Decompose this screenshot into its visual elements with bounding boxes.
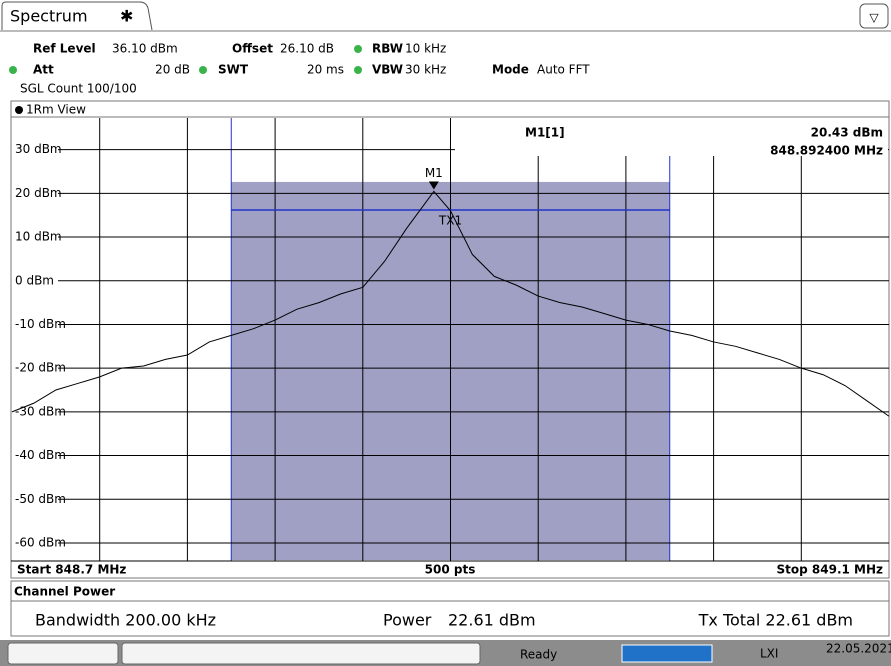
y-tick-label: -10 dBm bbox=[15, 317, 66, 331]
status-dot bbox=[354, 66, 362, 74]
marker-readout-freq: 848.892400 MHz bbox=[770, 144, 883, 158]
status-dot bbox=[199, 66, 207, 74]
power-value: 22.61 dBm bbox=[448, 611, 536, 630]
tx-label: TX1 bbox=[438, 213, 462, 227]
label: Offset bbox=[232, 42, 273, 56]
label: RBW bbox=[372, 42, 403, 56]
marker bbox=[428, 181, 439, 190]
marker-readout-level: 20.43 dBm bbox=[811, 126, 883, 140]
y-tick-label: 0 dBm bbox=[15, 273, 54, 287]
value: 10 kHz bbox=[405, 42, 446, 56]
status-dot bbox=[354, 45, 362, 53]
label: Mode bbox=[492, 63, 529, 77]
power-label: Power bbox=[383, 611, 432, 630]
status-dot bbox=[9, 66, 17, 74]
value: Auto FFT bbox=[537, 63, 590, 77]
value: 20 dB bbox=[155, 63, 190, 77]
input-field[interactable] bbox=[7, 642, 119, 665]
tab-title[interactable]: Spectrum bbox=[10, 7, 88, 26]
result-frame bbox=[10, 580, 890, 637]
trace-dot bbox=[15, 106, 23, 114]
value: 20 ms bbox=[307, 63, 344, 77]
marker-readout-name: M1[1] bbox=[525, 126, 565, 140]
value: 30 kHz bbox=[405, 63, 446, 77]
y-tick-label: -30 dBm bbox=[15, 404, 66, 418]
y-tick-label: -40 dBm bbox=[15, 448, 66, 462]
y-tick-label: -20 dBm bbox=[15, 361, 66, 375]
y-tick-label: -60 dBm bbox=[15, 535, 66, 549]
y-tick-label: 20 dBm bbox=[15, 186, 62, 200]
count: SGL Count 100/100 bbox=[20, 82, 137, 96]
progress bbox=[621, 644, 713, 663]
value: 36.10 dBm bbox=[112, 42, 178, 56]
status-text: Ready bbox=[520, 648, 557, 662]
menu-icon: ▽ bbox=[869, 11, 879, 25]
stop-label: Stop 849.1 MHz bbox=[777, 563, 884, 577]
start-label: Start 848.7 MHz bbox=[17, 563, 126, 577]
view-label: 1Rm View bbox=[26, 103, 86, 117]
lxi-logo: LXI bbox=[760, 647, 778, 661]
y-tick-label: -50 dBm bbox=[15, 492, 66, 506]
marker-readout-bg bbox=[455, 118, 888, 156]
plot: 30 dBm 20 dBm 10 dBm 0 dBm -10 dBm -20 dBm -30… bbox=[11, 118, 890, 561]
date: 22.05.2021 bbox=[826, 642, 891, 656]
y-tick-label: 30 dBm bbox=[15, 142, 62, 156]
tab-shape[interactable] bbox=[1, 1, 153, 31]
marker-name: M1 bbox=[425, 166, 443, 180]
points-label: 500 pts bbox=[425, 563, 476, 577]
y-tick-label: 10 dBm bbox=[15, 230, 62, 244]
menu-button[interactable] bbox=[859, 3, 889, 29]
label: VBW bbox=[372, 63, 403, 77]
label: Att bbox=[33, 63, 54, 77]
value: 26.10 dB bbox=[280, 42, 334, 56]
label: Ref Level bbox=[33, 42, 96, 56]
result-title: Channel Power bbox=[14, 585, 115, 599]
settings: Ref Level 36.10 dBm Offset 26.10 dB RBW … bbox=[9, 42, 590, 96]
trace bbox=[11, 190, 890, 417]
input-field[interactable] bbox=[121, 642, 481, 665]
label: SWT bbox=[218, 63, 249, 77]
tab-icon: ✱ bbox=[120, 7, 133, 26]
bandwidth: Bandwidth 200.00 kHz bbox=[35, 611, 216, 630]
tx-total: Tx Total 22.61 dBm bbox=[698, 611, 853, 630]
